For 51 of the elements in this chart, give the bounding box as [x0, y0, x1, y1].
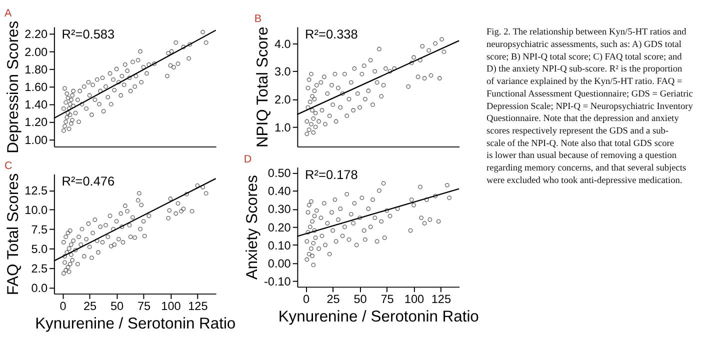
- annotation: R²=0.338: [305, 26, 358, 42]
- annotation: R²=0.583: [62, 26, 115, 42]
- x-axis-title: Kynurenine / Serotonin Ratio: [278, 308, 480, 326]
- y-axis-title: Depression Scores: [4, 20, 22, 154]
- y-tick-label: 0.0: [31, 282, 48, 295]
- y-tick-label: 1.0: [274, 121, 292, 134]
- y-tick-label: 4.0: [274, 38, 292, 51]
- x-tick-label: 50: [110, 300, 124, 313]
- y-tick-label: 10.0: [24, 204, 48, 218]
- annotation: R²=0.178: [305, 166, 358, 182]
- chart-title: C: [4, 160, 13, 172]
- x-tick-label: 50: [354, 292, 368, 306]
- y-tick-label: 0.20: [268, 221, 292, 234]
- y-tick-label: 12.5: [24, 184, 48, 198]
- y-tick-label: 1.00: [24, 134, 48, 147]
- chart-title: B: [254, 13, 262, 26]
- y-tick-label: 2.00: [24, 46, 48, 59]
- x-tick-label: 0: [303, 292, 310, 306]
- y-tick-label: -0.10: [264, 276, 292, 289]
- y-tick-label: 1.40: [24, 98, 48, 112]
- annotation: R²=0.476: [62, 174, 115, 189]
- y-tick-label: 1.80: [24, 63, 48, 76]
- y-axis-title: NPIQ Total Score: [254, 26, 272, 148]
- y-tick-label: 0.40: [268, 185, 292, 198]
- text: Fig. 2. The relationship between Kyn/5-HT ratios and neuropsychiatric assessments, such as: A) GDS total score; B) NPI-Q total score; C) FAQ total score; and D) the anxiety NPI-Q sub-score. R² is the proportion of variance explained by the Kyn/5-HT ratio. FAQ = Functional Assessment Questionnaire; GDS = Geriatric Depression Scale; NPI-Q = Neuropsychiatric Inventory Questionnaire. Note that the depression and anxiety scores respectively represent the GDS and a sub-scale of the NPI-Q. Note also that total GDS score is lower than usual because of removing a question regarding memory concerns, and that several subjects were excluded who took anti-depressive medication.: [486, 28, 693, 186]
- y-tick-label: 2.20: [24, 28, 48, 42]
- y-tick-label: 2.5: [31, 262, 48, 276]
- x-tick-label: 75: [137, 300, 151, 313]
- x-tick-label: 75: [380, 292, 394, 306]
- x-tick-label: 0: [60, 300, 67, 313]
- chart-title: D: [244, 154, 252, 166]
- y-axis-title: Anxiety Scores: [244, 174, 262, 280]
- y-tick-label: 0.50: [268, 166, 292, 180]
- y-tick-label: 0.00: [268, 258, 292, 271]
- y-tick-label: 3.0: [274, 66, 292, 79]
- x-axis-title: Kynurenine / Serotonin Ratio: [35, 315, 236, 332]
- x-tick-label: 25: [83, 300, 98, 313]
- x-tick-label: 100: [404, 292, 424, 306]
- y-tick-label: 1.60: [24, 81, 48, 94]
- y-tick-label: 7.5: [31, 223, 48, 236]
- y-tick-label: 0.10: [268, 239, 292, 252]
- y-tick-label: 5.0: [31, 242, 48, 256]
- y-axis-title: FAQ Total Scores: [4, 173, 22, 296]
- x-tick-label: 125: [431, 292, 452, 306]
- x-tick-label: 125: [188, 300, 208, 313]
- y-tick-label: 2.0: [274, 94, 292, 107]
- chart-title: A: [4, 7, 13, 20]
- y-tick-label: 1.20: [24, 116, 48, 130]
- x-tick-label: 100: [161, 300, 182, 313]
- x-tick-label: 25: [326, 292, 340, 306]
- y-tick-label: 0.30: [268, 203, 292, 216]
